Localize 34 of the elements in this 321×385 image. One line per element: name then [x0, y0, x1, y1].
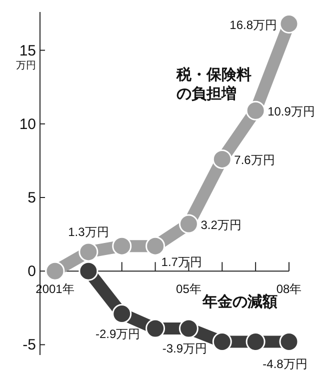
data-label: -4.8万円 — [262, 356, 308, 371]
point — [246, 332, 266, 352]
data-label: -3.9万円 — [162, 342, 208, 356]
point — [112, 304, 132, 324]
point — [45, 261, 65, 281]
point — [212, 332, 232, 352]
data-label: 10.9万円 — [268, 104, 315, 119]
series-label: 年金の減額 — [202, 293, 278, 310]
y-tick-label: 0 — [28, 263, 36, 280]
data-label: 7.6万円 — [234, 153, 275, 168]
y-tick-label: 5 — [28, 189, 36, 206]
point — [78, 261, 98, 281]
point — [279, 14, 299, 34]
data-label: 1.7万円 — [161, 255, 202, 270]
y-tick-label: 15 — [19, 42, 36, 60]
point — [246, 100, 266, 120]
x-tick-label: 08年 — [276, 282, 302, 296]
point — [146, 318, 166, 338]
data-label: 3.2万円 — [200, 218, 242, 232]
data-label: -2.9万円 — [96, 326, 140, 341]
point — [212, 149, 232, 169]
point — [146, 236, 166, 256]
data-label: 1.3万円 — [68, 224, 109, 239]
point — [178, 214, 198, 234]
y-tick-label: -5 — [22, 336, 36, 354]
point — [279, 332, 299, 352]
series-label: 税・保険料の負担増 — [176, 66, 252, 103]
y-tick-label: 10 — [19, 116, 36, 133]
data-label: 16.8万円 — [230, 18, 277, 32]
x-tick-label: 05年 — [176, 282, 202, 296]
point — [78, 242, 98, 262]
y-axis-title: 万円 — [16, 60, 36, 72]
point — [178, 318, 198, 338]
point — [112, 236, 132, 256]
